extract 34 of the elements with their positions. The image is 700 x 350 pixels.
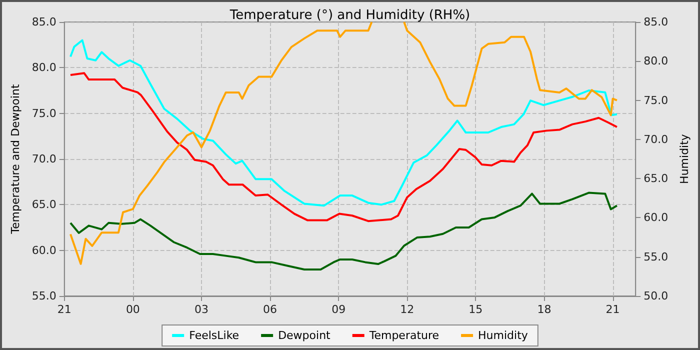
chart-title: Temperature (°) and Humidity (RH%): [228, 8, 470, 23]
y-tick-label: 65.0: [32, 198, 56, 212]
x-tick-label: 00: [126, 303, 140, 316]
y2-tick-label: 70.0: [644, 132, 668, 146]
y-tick-label: 60.0: [32, 244, 56, 257]
x-tick-label: 21: [606, 303, 620, 316]
y2-tick-label: 85.0: [644, 16, 668, 28]
y-axis-title: Temperature and Dewpoint: [9, 83, 22, 235]
y-tick-label: 85.0: [32, 16, 56, 28]
y2-tick-label: 50.0: [644, 290, 668, 302]
line-series: [69, 72, 618, 222]
y-tick-label: 80.0: [32, 61, 56, 74]
line-series: [69, 192, 618, 271]
y2-axis-title: Humidity: [678, 134, 691, 184]
y-tick-label: 75.0: [32, 106, 56, 120]
y-tick-label: 70.0: [32, 152, 56, 166]
x-tick-label: 21: [57, 303, 72, 316]
x-tick-label: 12: [400, 303, 414, 316]
y2-tick-label: 75.0: [644, 94, 668, 107]
x-tick-label: 09: [332, 303, 346, 316]
legend-label: Humidity: [478, 329, 528, 342]
y2-tick-label: 55.0: [644, 250, 668, 264]
x-tick-label: 03: [194, 303, 208, 316]
x-tick-label: 15: [468, 303, 483, 316]
line-series: [69, 39, 618, 207]
legend-label: Dewpoint: [278, 329, 332, 342]
y2-tick-label: 60.0: [644, 211, 668, 224]
legend-label: Temperature: [368, 329, 440, 342]
y2-tick-label: 65.0: [644, 172, 668, 186]
x-tick-label: 06: [263, 303, 278, 316]
y2-tick-label: 80.0: [644, 54, 668, 68]
legend-label: FeelsLike: [189, 329, 240, 342]
y-tick-label: 55.0: [32, 290, 56, 302]
x-tick-label: 18: [537, 303, 552, 316]
